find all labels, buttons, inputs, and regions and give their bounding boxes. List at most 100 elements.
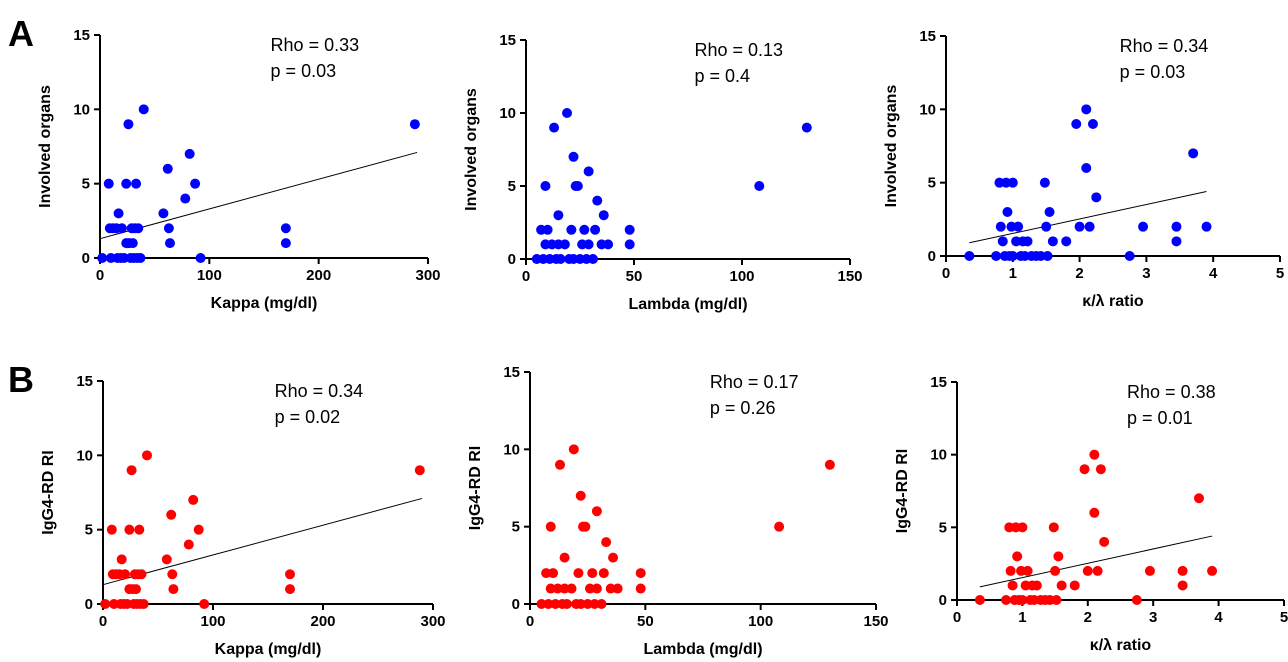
y-tick-label: 0 — [508, 251, 516, 268]
y-tick-label: 15 — [73, 27, 90, 44]
panel-label-a: A — [8, 13, 34, 54]
data-point — [587, 568, 598, 579]
x-tick-label: 300 — [415, 267, 440, 284]
data-point — [1193, 493, 1204, 504]
data-point — [1047, 236, 1058, 247]
rho-annotation: Rho = 0.13 — [694, 40, 783, 60]
data-point — [124, 524, 135, 535]
data-point — [1074, 221, 1085, 232]
data-point — [542, 224, 553, 235]
data-point — [135, 253, 146, 263]
x-tick-label: 5 — [1276, 265, 1284, 282]
data-point — [188, 494, 199, 505]
data-point — [572, 181, 583, 191]
data-point — [591, 583, 602, 594]
x-tick-label: 2 — [1084, 609, 1092, 626]
x-tick-label: 1 — [1018, 609, 1026, 626]
data-point — [1007, 580, 1018, 591]
data-point — [579, 224, 590, 235]
data-point — [624, 239, 635, 250]
data-point — [601, 537, 612, 548]
data-point — [545, 521, 556, 532]
data-point — [573, 568, 584, 579]
data-point — [541, 568, 552, 579]
data-point — [1124, 251, 1135, 261]
data-point — [1079, 464, 1090, 475]
data-point — [166, 509, 177, 520]
data-point — [583, 239, 594, 250]
data-point — [995, 221, 1006, 232]
x-tick-label: 4 — [1209, 265, 1218, 282]
x-tick-label: 5 — [1280, 609, 1288, 626]
data-point — [1144, 565, 1155, 576]
x-tick-label: 4 — [1214, 609, 1223, 626]
p-value-annotation: p = 0.02 — [275, 407, 341, 427]
data-point — [280, 238, 291, 249]
data-point — [1177, 580, 1188, 591]
x-tick-label: 0 — [942, 265, 950, 282]
y-tick-label: 0 — [928, 248, 936, 265]
rho-annotation: Rho = 0.17 — [710, 372, 799, 392]
y-tick-label: 5 — [508, 178, 516, 195]
data-point — [138, 599, 149, 609]
trend-line — [99, 151, 418, 240]
y-axis-title: Involved organs — [37, 85, 54, 208]
data-point — [1171, 221, 1182, 232]
chart-5: 0 50 100 150 0 5 10 15 Lambda (mg/dl) IgG4-RD RI R… — [467, 364, 889, 658]
x-tick-label: 0 — [526, 613, 534, 630]
data-point — [575, 599, 586, 609]
data-point — [163, 223, 174, 234]
data-point — [1171, 236, 1182, 247]
data-point — [142, 450, 152, 461]
x-tick-label: 3 — [1142, 265, 1150, 282]
data-point — [1089, 449, 1100, 460]
data-point — [1012, 551, 1023, 562]
x-tick-label: 0 — [522, 268, 530, 285]
p-value-annotation: p = 0.01 — [1127, 408, 1193, 428]
x-tick-label: 200 — [306, 267, 331, 284]
y-tick-label: 0 — [82, 250, 90, 267]
data-point — [555, 254, 566, 264]
data-point — [280, 223, 291, 234]
data-point — [540, 181, 551, 191]
data-point — [183, 539, 194, 550]
data-point — [1056, 580, 1067, 591]
x-tick-label: 0 — [96, 267, 104, 284]
data-point — [561, 599, 572, 609]
data-point — [193, 524, 204, 535]
data-point — [566, 583, 577, 594]
x-tick-label: 100 — [197, 267, 222, 284]
data-point — [754, 181, 765, 191]
panel-label-b: B — [8, 359, 34, 400]
data-point — [285, 569, 295, 580]
data-point — [1044, 207, 1055, 217]
x-tick-label: 200 — [310, 613, 335, 630]
data-point — [1017, 522, 1028, 533]
data-point — [127, 238, 138, 249]
data-point — [106, 524, 117, 535]
chart-4: 0 100 200 300 0 5 10 15 Kappa (mg/dl) IgG4-RD RI R… — [40, 373, 446, 658]
data-point — [974, 595, 985, 605]
data-point — [1089, 507, 1100, 518]
p-value-annotation: p = 0.4 — [694, 66, 750, 86]
x-tick-label: 100 — [200, 613, 225, 630]
data-point — [552, 583, 563, 594]
data-point — [592, 195, 603, 206]
data-point — [1001, 595, 1012, 605]
data-point — [134, 524, 145, 535]
data-point — [624, 224, 635, 235]
x-axis-title: Kappa (mg/dl) — [211, 295, 318, 312]
y-tick-label: 10 — [73, 101, 90, 118]
data-point — [1091, 192, 1102, 203]
data-point — [1177, 565, 1188, 576]
y-tick-label: 15 — [919, 28, 936, 45]
data-point — [162, 163, 173, 174]
data-point — [545, 583, 556, 594]
data-point — [1084, 221, 1095, 232]
data-point — [409, 119, 420, 130]
data-point — [1188, 148, 1199, 159]
data-point — [1050, 565, 1061, 576]
data-point — [543, 599, 554, 609]
data-point — [1022, 236, 1033, 247]
data-point — [167, 569, 178, 580]
